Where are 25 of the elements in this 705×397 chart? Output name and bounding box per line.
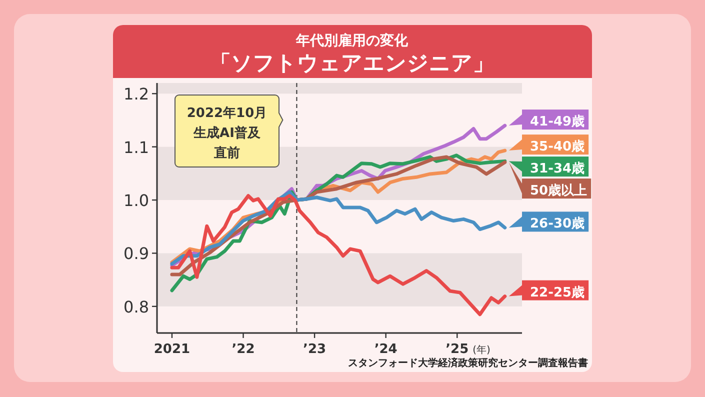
- y-tick-label: 1.2: [124, 84, 149, 104]
- line-series: [170, 194, 507, 316]
- y-tick-label: 0.8: [124, 297, 149, 316]
- y-tick-label: 1.1: [124, 138, 149, 157]
- x-tick-label: 2021: [154, 342, 190, 357]
- x-tick-label: ’23: [303, 342, 326, 357]
- x-tick-label: ’24: [374, 342, 398, 357]
- chart-title: 年代別雇用の変化: [295, 32, 409, 49]
- text: 50歳以上: [530, 184, 588, 199]
- legend-label: 31-34歳: [530, 162, 585, 177]
- annotation: 生成AI普及: [192, 125, 262, 141]
- x-axis-title: (年): [472, 344, 491, 356]
- x-tick-label: ’25: [446, 342, 469, 357]
- legend-label: 41-49歳: [530, 114, 585, 130]
- y-tick-label: 1.0: [124, 191, 149, 210]
- annotation: 2022年10月: [186, 106, 268, 121]
- chart-subtitle: 「ソフトウェアエンジニア」: [210, 51, 494, 75]
- legend-label: 22-25歳: [530, 285, 585, 300]
- annotation: 直前: [213, 146, 240, 161]
- legend-label: 35-40歳: [530, 140, 585, 155]
- text: スタンフォード大学経済政策研究センター調査報告書: [348, 357, 588, 369]
- line-series: [170, 190, 507, 266]
- y-tick-label: 0.9: [124, 244, 149, 264]
- legend-label: 26-30歳: [530, 216, 585, 232]
- x-tick-label: ’22: [232, 342, 255, 357]
